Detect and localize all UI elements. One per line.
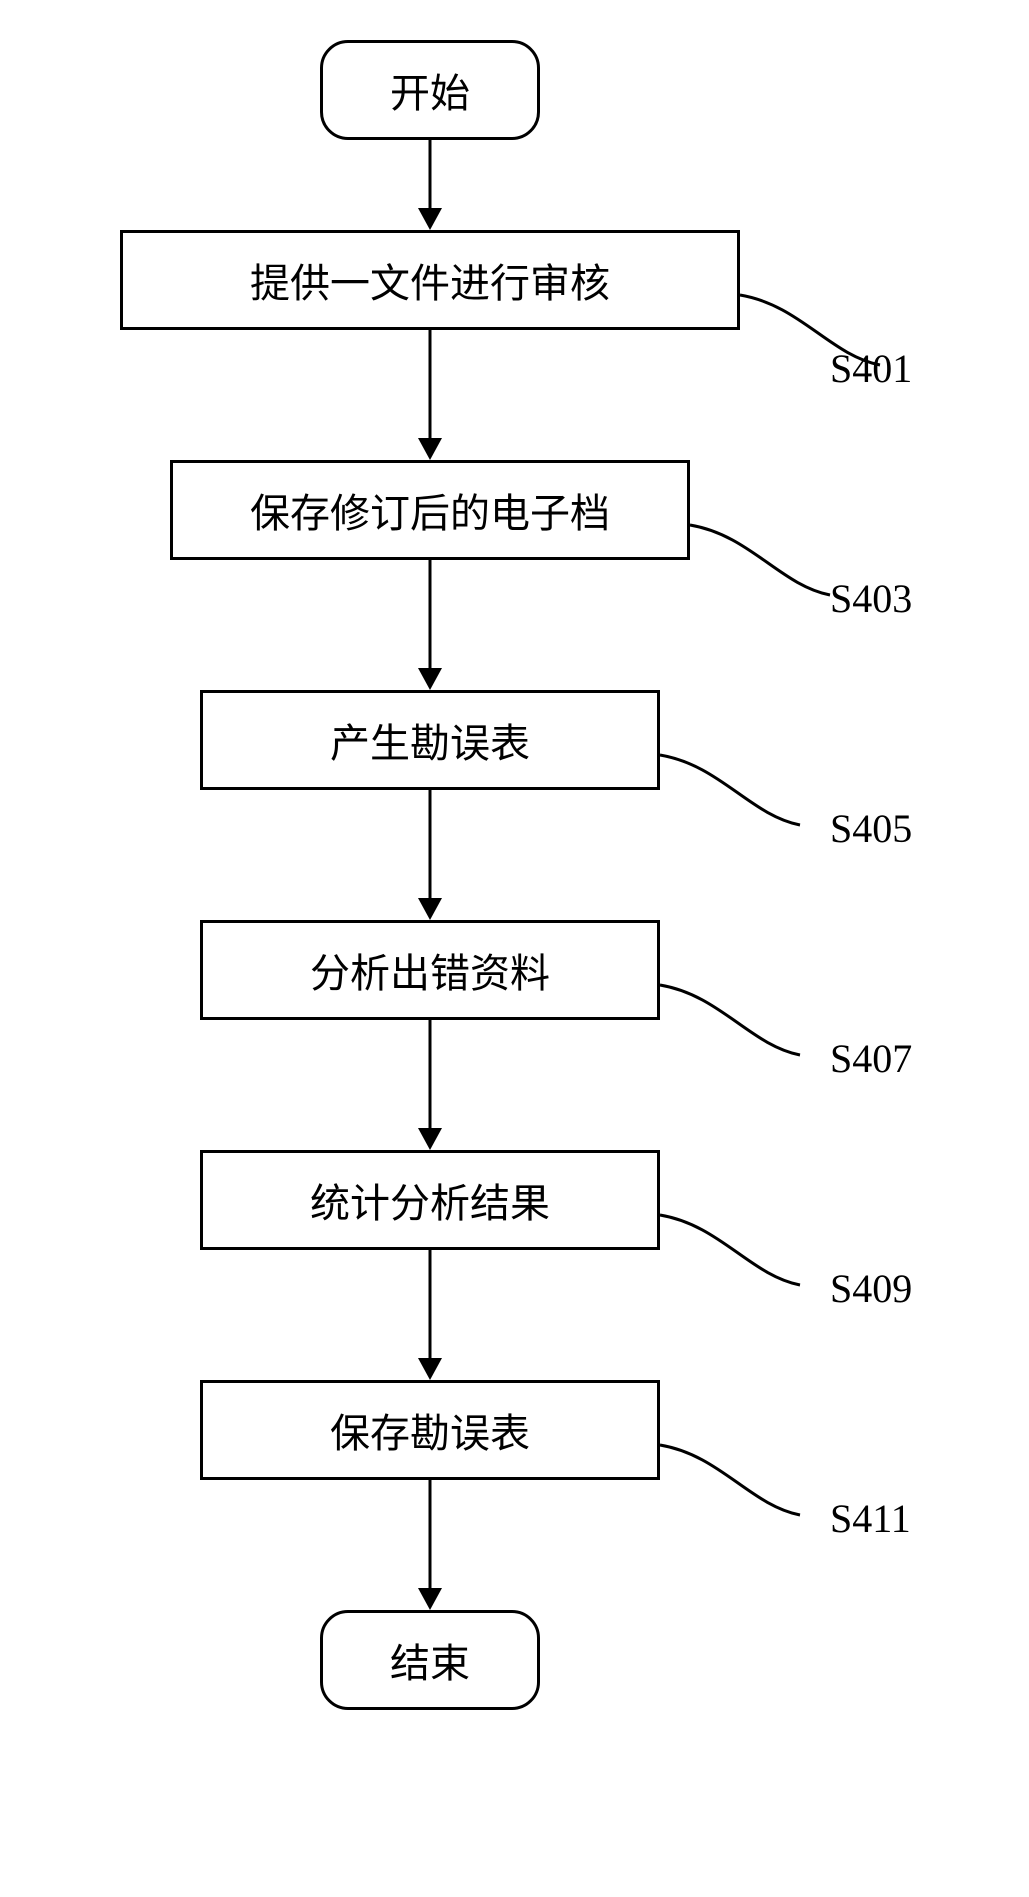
node-s403: 保存修订后的电子档 [170,460,690,560]
callout-label-s407: S407 [830,1035,912,1082]
node-end: 结束 [320,1610,540,1710]
flowchart-canvas: 开始提供一文件进行审核保存修订后的电子档产生勘误表分析出错资料统计分析结果保存勘… [0,0,1029,1897]
node-label-s403: 保存修订后的电子档 [250,481,610,539]
node-s405: 产生勘误表 [200,690,660,790]
callout-label-s411: S411 [830,1495,911,1542]
node-label-start: 开始 [390,61,470,119]
node-label-s411: 保存勘误表 [330,1401,530,1459]
callout-label-s403: S403 [830,575,912,622]
node-label-s407: 分析出错资料 [310,941,550,999]
node-s401: 提供一文件进行审核 [120,230,740,330]
node-s411: 保存勘误表 [200,1380,660,1480]
callout-label-s405: S405 [830,805,912,852]
node-start: 开始 [320,40,540,140]
node-s409: 统计分析结果 [200,1150,660,1250]
callout-label-s409: S409 [830,1265,912,1312]
node-s407: 分析出错资料 [200,920,660,1020]
node-label-s405: 产生勘误表 [330,711,530,769]
callout-label-s401: S401 [830,345,912,392]
node-label-s409: 统计分析结果 [310,1171,550,1229]
node-label-s401: 提供一文件进行审核 [250,251,610,309]
node-label-end: 结束 [390,1631,470,1689]
